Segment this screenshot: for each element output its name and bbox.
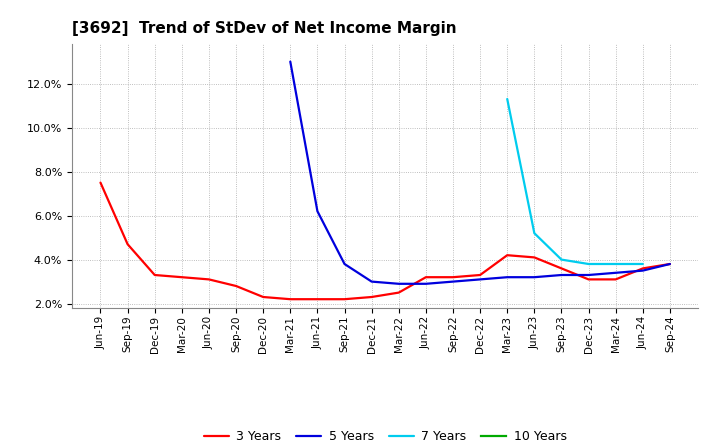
3 Years (503, 253, 511, 258)
5 Years (503, 275, 511, 280)
3 Years (557, 266, 566, 271)
5 Years (476, 277, 485, 282)
5 Years (584, 272, 593, 278)
3 Years (232, 283, 240, 289)
3 Years (611, 277, 620, 282)
Line: 5 Years: 5 Years (290, 62, 670, 284)
3 Years (313, 297, 322, 302)
5 Years (341, 261, 349, 267)
7 Years (530, 231, 539, 236)
5 Years (395, 281, 403, 286)
5 Years (367, 279, 376, 284)
Line: 3 Years: 3 Years (101, 183, 670, 299)
7 Years (639, 261, 647, 267)
5 Years (639, 268, 647, 273)
5 Years (530, 275, 539, 280)
7 Years (557, 257, 566, 262)
3 Years (286, 297, 294, 302)
3 Years (123, 242, 132, 247)
3 Years (178, 275, 186, 280)
3 Years (530, 255, 539, 260)
5 Years (421, 281, 430, 286)
5 Years (449, 279, 457, 284)
5 Years (313, 209, 322, 214)
3 Years (584, 277, 593, 282)
Line: 7 Years: 7 Years (507, 99, 643, 264)
Legend: 3 Years, 5 Years, 7 Years, 10 Years: 3 Years, 5 Years, 7 Years, 10 Years (199, 425, 572, 440)
3 Years (421, 275, 430, 280)
5 Years (286, 59, 294, 64)
7 Years (611, 261, 620, 267)
7 Years (503, 96, 511, 102)
3 Years (639, 266, 647, 271)
3 Years (341, 297, 349, 302)
3 Years (449, 275, 457, 280)
3 Years (367, 294, 376, 300)
3 Years (395, 290, 403, 295)
Text: [3692]  Trend of StDev of Net Income Margin: [3692] Trend of StDev of Net Income Marg… (72, 21, 456, 36)
3 Years (96, 180, 105, 185)
3 Years (150, 272, 159, 278)
3 Years (476, 272, 485, 278)
3 Years (259, 294, 268, 300)
5 Years (611, 270, 620, 275)
5 Years (665, 261, 674, 267)
7 Years (584, 261, 593, 267)
5 Years (557, 272, 566, 278)
3 Years (204, 277, 213, 282)
3 Years (665, 261, 674, 267)
